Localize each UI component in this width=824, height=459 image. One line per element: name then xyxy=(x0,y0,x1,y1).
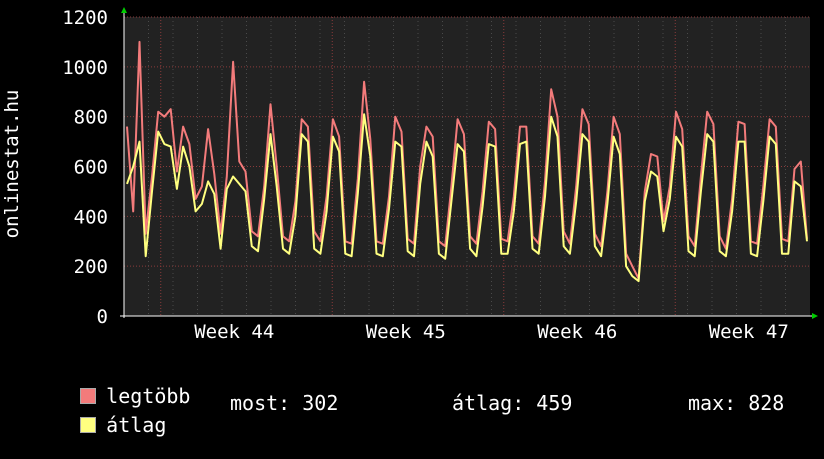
y-tick-label: 800 xyxy=(74,107,108,129)
y-axis-label: onlinestat.hu xyxy=(1,90,23,239)
x-tick-label: Week 44 xyxy=(194,321,274,343)
y-tick-label: 200 xyxy=(74,256,108,278)
legend-swatch-avg xyxy=(80,417,97,433)
legend-item-max: legtöbb xyxy=(32,363,190,407)
x-tick-label: Week 47 xyxy=(709,321,789,343)
x-axis-arrow xyxy=(812,313,818,319)
y-axis-arrow xyxy=(121,7,127,13)
stat-average: átlag: 459 xyxy=(452,391,573,415)
stat-current: most: 302 xyxy=(230,391,339,415)
legend-swatch-max xyxy=(80,388,97,404)
y-tick-label: 0 xyxy=(97,306,108,328)
y-tick-label: 1200 xyxy=(62,7,108,29)
legend-label-avg: átlag xyxy=(106,413,167,437)
y-tick-label: 400 xyxy=(74,206,108,228)
x-tick-label: Week 45 xyxy=(366,321,446,343)
x-tick-label: Week 46 xyxy=(537,321,617,343)
y-tick-label: 600 xyxy=(74,157,108,179)
series-line-avg xyxy=(126,113,808,283)
y-tick-label: 1000 xyxy=(62,57,108,79)
graph-image: 0 200 400 600 800 1000 1200 Week 44 Week 45 Week… xyxy=(1,7,818,436)
stat-maximum: max: 828 xyxy=(688,391,785,415)
legend-item-avg: átlag xyxy=(32,392,166,436)
line-chart: 0 200 400 600 800 1000 1200 Week 44 Week 45 Week… xyxy=(1,7,818,343)
legend-label-max: legtöbb xyxy=(106,384,191,408)
